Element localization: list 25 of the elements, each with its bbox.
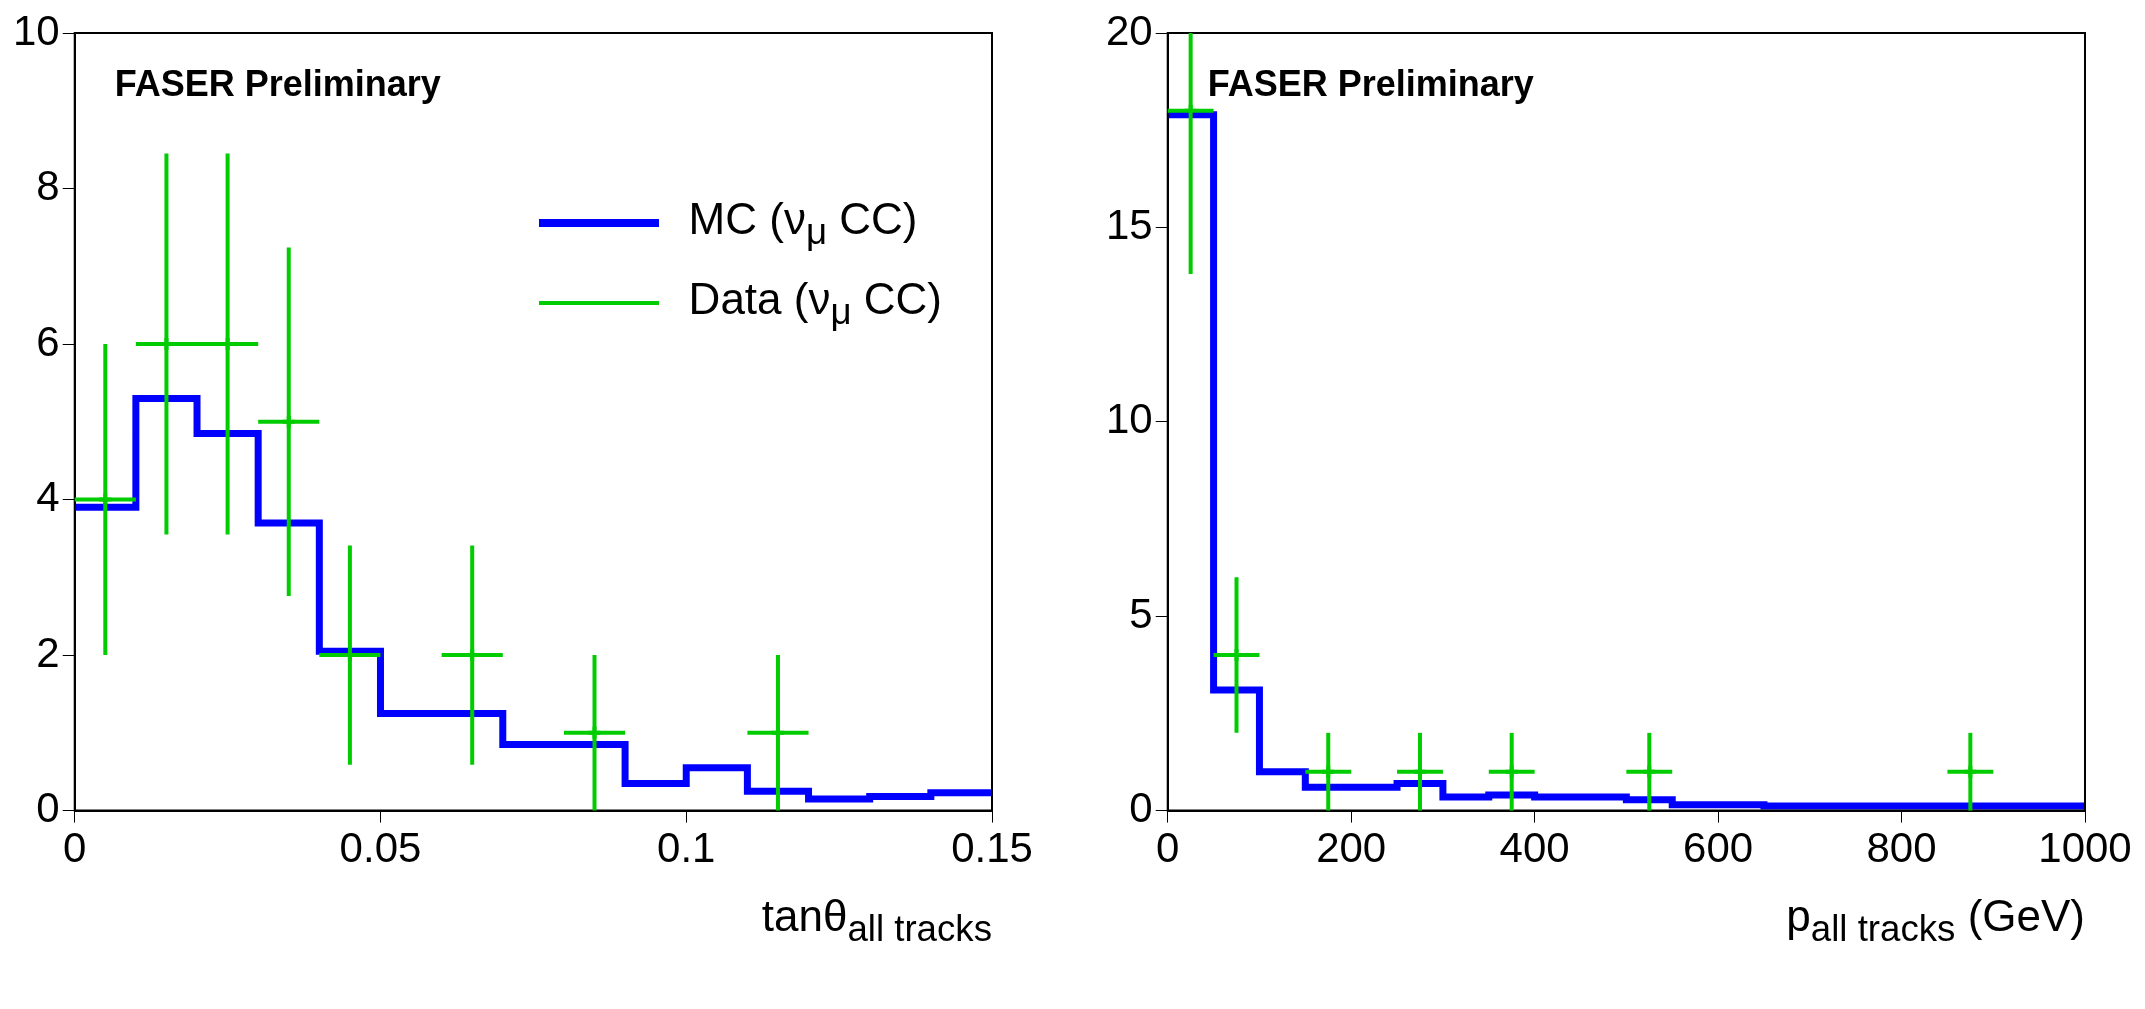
x-tick-label: 600 <box>1683 824 1754 872</box>
y-tick-label: 20 <box>1106 6 1153 54</box>
x-tick-label: 400 <box>1499 824 1570 872</box>
y-tick-label: 5 <box>1129 589 1153 637</box>
y-tick-label: 6 <box>36 317 60 365</box>
x-tick-label: 800 <box>1866 824 1937 872</box>
y-tick-label: 10 <box>13 6 60 54</box>
legend-label: MC (ν$_{μ}$ CC) <box>688 193 918 253</box>
x-axis-title: p$_{all tracks}$ (GeV) <box>1786 890 2085 950</box>
x-tick-label: 1000 <box>2038 824 2132 872</box>
y-tick-label: 4 <box>36 473 60 521</box>
legend-label: Data (ν$_{μ}$ CC) <box>688 273 942 333</box>
x-axis-title: tanθ$_{all tracks}$ <box>761 890 992 950</box>
annotation: FASER Preliminary <box>114 62 441 104</box>
y-tick-label: 0 <box>36 784 60 832</box>
y-tick-label: 2 <box>36 628 60 676</box>
annotation: FASER Preliminary <box>1207 62 1534 104</box>
y-tick-label: 10 <box>1106 395 1153 443</box>
x-tick-label: 0.05 <box>339 824 422 872</box>
y-tick-label: 15 <box>1106 200 1153 248</box>
x-tick-label: 0.15 <box>951 824 1033 872</box>
y-tick-label: 0 <box>1129 784 1153 832</box>
y-tick-label: 8 <box>36 162 60 210</box>
x-tick-label: 200 <box>1316 824 1387 872</box>
x-tick-label: 0.1 <box>657 824 716 872</box>
